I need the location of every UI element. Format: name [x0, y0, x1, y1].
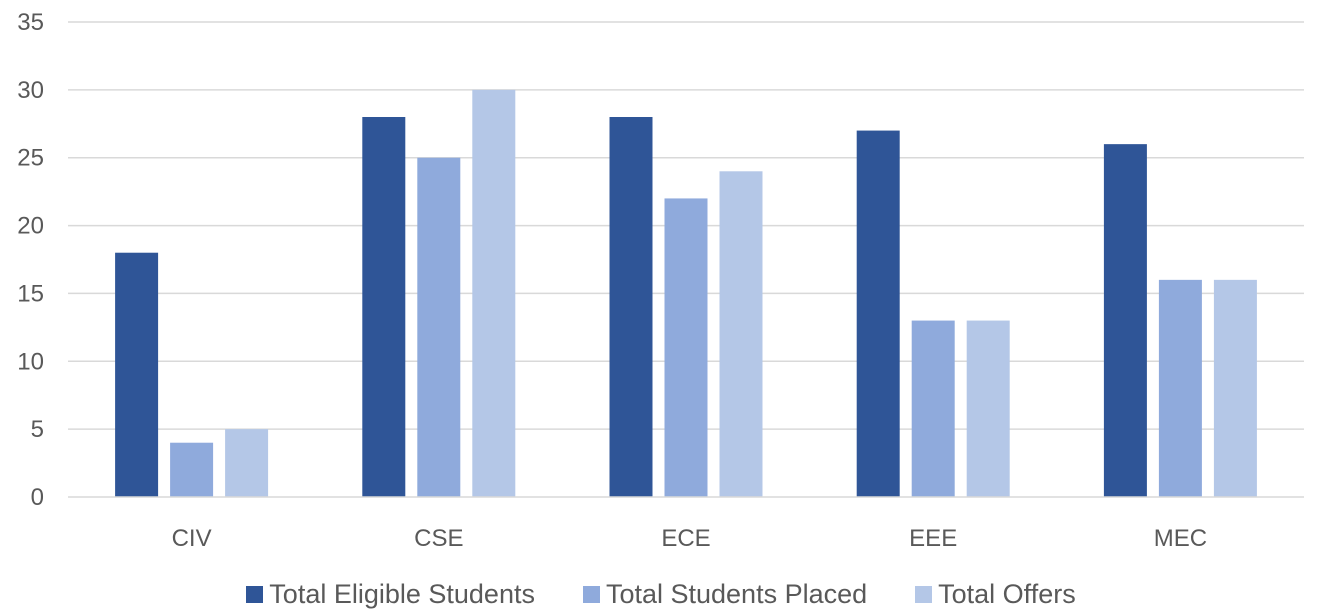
- legend-label-offers: Total Offers: [938, 578, 1076, 609]
- bar: [225, 429, 269, 497]
- bar: [664, 198, 708, 497]
- y-tick-label: 15: [17, 280, 44, 307]
- bars: [115, 89, 1257, 498]
- x-tick-label: CIV: [172, 525, 212, 552]
- y-tick-label: 25: [17, 145, 44, 172]
- legend-label-eligible: Total Eligible Students: [269, 578, 535, 609]
- y-axis-ticks: 0 5 10 15 20 25 30 35: [17, 9, 44, 511]
- legend-swatch-eligible: [246, 585, 264, 603]
- x-tick-label: ECE: [661, 525, 710, 552]
- bar: [115, 252, 159, 497]
- bar: [966, 320, 1010, 497]
- bar-chart: 0 5 10 15 20 25 30 35 CIV CSE ECE EEE MEC: [17, 9, 1304, 552]
- y-tick-label: 0: [31, 484, 44, 511]
- x-tick-label: CSE: [414, 525, 463, 552]
- bar: [1103, 144, 1147, 497]
- legend-item-placed: Total Students Placed: [582, 578, 868, 609]
- legend: Total Eligible Students Total Students P…: [0, 576, 1322, 612]
- bar: [719, 171, 763, 498]
- y-tick-label: 20: [17, 213, 44, 240]
- y-tick-label: 5: [31, 416, 44, 443]
- bar: [1213, 279, 1257, 497]
- bar: [170, 442, 214, 497]
- y-tick-label: 35: [17, 9, 44, 36]
- legend-item-eligible: Total Eligible Students: [246, 578, 535, 609]
- bar: [417, 157, 461, 497]
- x-axis-ticks: CIV CSE ECE EEE MEC: [172, 525, 1207, 552]
- x-tick-label: EEE: [909, 525, 957, 552]
- y-tick-label: 10: [17, 348, 44, 375]
- bar: [362, 117, 406, 497]
- bar: [911, 320, 955, 497]
- legend-swatch-placed: [582, 585, 600, 603]
- legend-label-placed: Total Students Placed: [605, 578, 868, 609]
- legend-swatch-offers: [915, 585, 933, 603]
- y-tick-label: 30: [17, 77, 44, 104]
- bar: [856, 130, 900, 498]
- bar: [1158, 279, 1202, 497]
- bar: [609, 117, 653, 497]
- bar: [472, 89, 516, 497]
- x-tick-label: MEC: [1154, 525, 1207, 552]
- legend-item-offers: Total Offers: [915, 578, 1076, 609]
